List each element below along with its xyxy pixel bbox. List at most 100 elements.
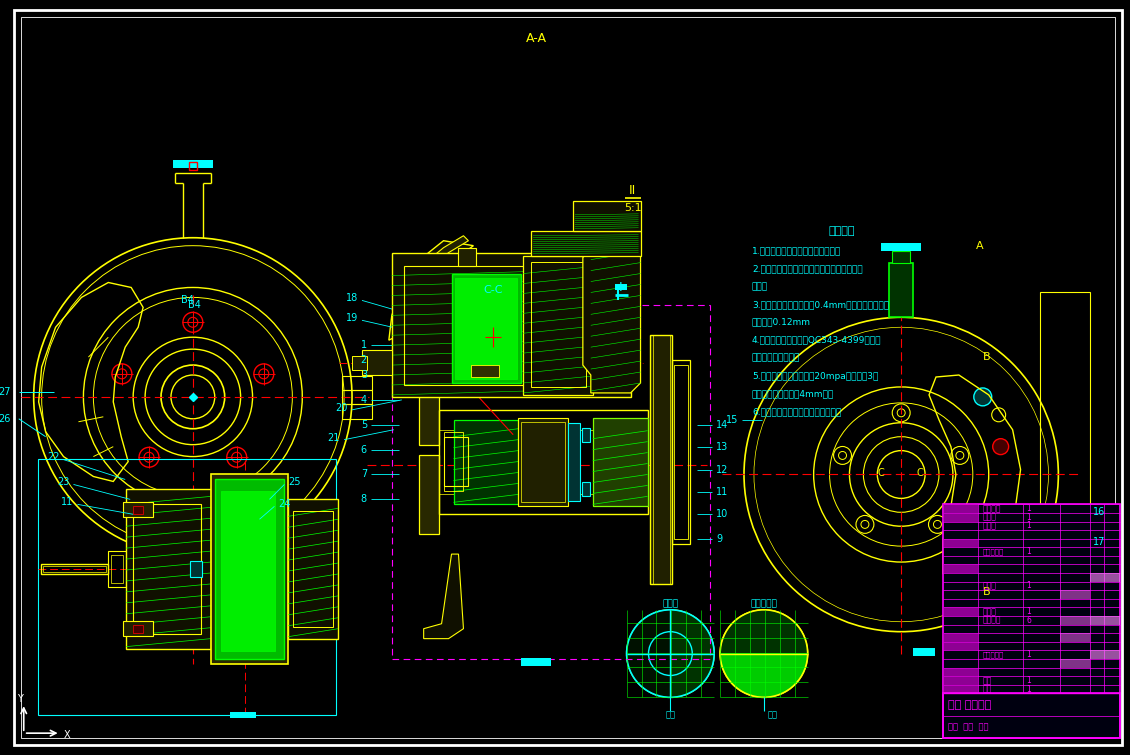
Bar <box>453 420 519 504</box>
Text: 1: 1 <box>1026 650 1032 659</box>
Text: 13: 13 <box>716 442 729 451</box>
Text: 4: 4 <box>360 395 367 405</box>
Bar <box>531 261 585 387</box>
Text: 制动盘: 制动盘 <box>983 513 997 522</box>
Text: 技术要求: 技术要求 <box>828 226 854 236</box>
Bar <box>41 564 108 574</box>
Text: 1: 1 <box>1026 676 1032 685</box>
Bar <box>889 263 913 317</box>
Text: 顺序: 顺序 <box>768 710 777 720</box>
Bar <box>942 642 977 650</box>
Bar <box>127 489 211 649</box>
Bar <box>1060 590 1090 599</box>
Text: 双头螺柱: 双头螺柱 <box>983 616 1001 625</box>
Bar <box>942 667 977 676</box>
Text: 2.摩擦块制动盘面上不允许有油脂，防锁及其: 2.摩擦块制动盘面上不允许有油脂，防锁及其 <box>751 264 862 273</box>
Bar <box>353 356 367 370</box>
Text: A-A: A-A <box>525 32 547 45</box>
Text: 26: 26 <box>0 414 11 424</box>
Bar <box>403 266 618 385</box>
Bar <box>1060 616 1090 624</box>
Text: 1: 1 <box>1026 504 1032 513</box>
Bar <box>593 418 647 507</box>
Wedge shape <box>720 654 808 698</box>
Text: 20: 20 <box>336 403 348 413</box>
Text: 3: 3 <box>360 370 367 380</box>
Text: 1: 1 <box>1026 685 1032 694</box>
Wedge shape <box>670 610 714 698</box>
Bar <box>942 685 977 693</box>
Text: 16: 16 <box>1093 507 1105 517</box>
Circle shape <box>993 439 1009 455</box>
Text: 1: 1 <box>1026 607 1032 616</box>
Bar <box>1060 633 1090 642</box>
Text: 11: 11 <box>61 498 73 507</box>
Bar <box>211 474 288 664</box>
Text: 24: 24 <box>278 499 290 510</box>
Polygon shape <box>394 236 469 317</box>
Bar <box>229 712 255 718</box>
Text: B4: B4 <box>182 295 194 306</box>
Text: 滑脂管接头: 滑脂管接头 <box>983 548 1005 555</box>
Bar <box>220 492 276 651</box>
Text: 5:1: 5:1 <box>624 203 642 213</box>
Bar <box>419 455 438 535</box>
Bar <box>651 335 672 584</box>
Bar <box>342 404 372 419</box>
Bar <box>1090 573 1120 581</box>
Text: 23: 23 <box>58 477 70 488</box>
Text: B: B <box>983 587 990 597</box>
Text: 4.其余技术条件应符合QC343-4399《车制: 4.其余技术条件应符合QC343-4399《车制 <box>751 336 881 345</box>
Bar <box>342 390 372 404</box>
Circle shape <box>153 602 168 619</box>
Bar <box>288 499 338 639</box>
Bar <box>43 566 106 572</box>
Bar <box>438 410 647 514</box>
Text: 1: 1 <box>1026 521 1032 530</box>
Bar <box>133 624 144 633</box>
Text: 6.工作分界：先跟动力系驱动祖模块: 6.工作分界：先跟动力系驱动祖模块 <box>751 407 841 416</box>
Bar <box>1041 292 1090 655</box>
Wedge shape <box>720 610 808 654</box>
Bar <box>521 658 551 665</box>
Text: 卡环: 卡环 <box>983 676 992 685</box>
Text: B4: B4 <box>189 300 201 310</box>
Text: 18: 18 <box>346 294 358 304</box>
Bar <box>675 365 688 539</box>
Text: I: I <box>619 281 623 294</box>
Text: C: C <box>877 467 884 477</box>
Bar <box>942 608 977 616</box>
Bar <box>1060 659 1090 667</box>
Text: 动器总成性能要求》: 动器总成性能要求》 <box>751 353 800 362</box>
Bar <box>568 423 580 501</box>
Bar <box>471 365 499 377</box>
Text: 7: 7 <box>360 470 367 479</box>
Bar <box>881 242 921 251</box>
Polygon shape <box>402 260 455 330</box>
Circle shape <box>980 515 998 533</box>
Bar <box>942 513 977 522</box>
Text: 放油口: 放油口 <box>983 581 997 590</box>
Bar <box>133 507 144 514</box>
Text: 光滑过渡街: 光滑过渡街 <box>750 599 777 609</box>
Text: 6: 6 <box>1026 616 1032 625</box>
Bar <box>294 511 333 627</box>
Text: 10: 10 <box>716 510 729 519</box>
Circle shape <box>974 388 992 406</box>
Text: 法衬: 法衬 <box>983 685 992 694</box>
Text: 11: 11 <box>716 488 729 498</box>
Bar <box>582 428 590 442</box>
Bar <box>521 422 565 502</box>
Text: 9: 9 <box>716 534 722 544</box>
Bar <box>942 633 977 642</box>
Text: X: X <box>63 730 70 740</box>
Text: 2: 2 <box>360 355 367 365</box>
Text: 顺序: 顺序 <box>666 710 676 720</box>
Bar <box>459 248 477 266</box>
Text: 1.装配过程中不得碰伤零件各工作面: 1.装配过程中不得碰伤零件各工作面 <box>751 246 841 255</box>
Text: 钟，内压压力不超过4mm水柱: 钟，内压压力不超过4mm水柱 <box>751 390 834 399</box>
Text: A: A <box>976 241 983 251</box>
Text: 14: 14 <box>716 420 729 430</box>
Bar <box>913 648 935 655</box>
Text: II: II <box>629 184 636 198</box>
